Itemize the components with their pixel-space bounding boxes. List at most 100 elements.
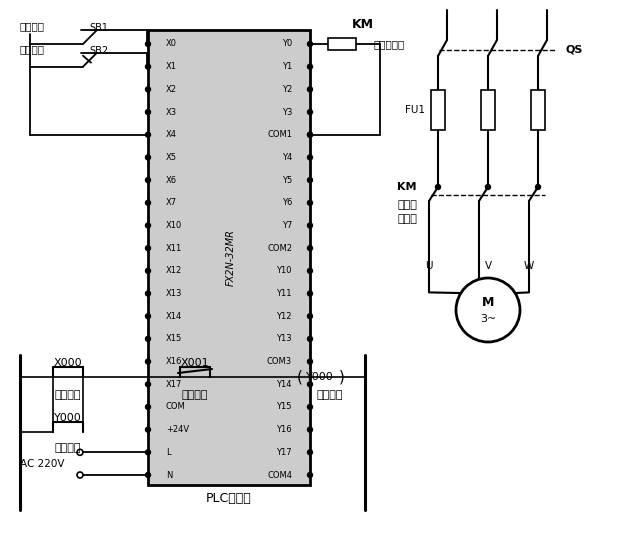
Bar <box>481 90 495 130</box>
Text: L: L <box>166 448 170 457</box>
Text: X11: X11 <box>166 244 182 253</box>
Text: X16: X16 <box>166 357 182 366</box>
Circle shape <box>145 450 150 455</box>
Text: (: ( <box>297 369 303 384</box>
Text: L2: L2 <box>490 0 504 2</box>
Circle shape <box>308 200 313 205</box>
Circle shape <box>145 359 150 364</box>
Text: Y7: Y7 <box>281 221 292 230</box>
Text: X1: X1 <box>166 62 177 71</box>
Circle shape <box>308 132 313 137</box>
Circle shape <box>145 178 150 183</box>
Circle shape <box>145 404 150 409</box>
Circle shape <box>145 336 150 341</box>
Text: SB2: SB2 <box>89 46 109 56</box>
Circle shape <box>308 450 313 455</box>
Text: COM: COM <box>166 402 186 411</box>
Circle shape <box>485 185 490 190</box>
Text: 接触器线圈: 接触器线圈 <box>374 39 405 49</box>
Text: Y12: Y12 <box>276 312 292 321</box>
Circle shape <box>308 314 313 319</box>
Circle shape <box>145 472 150 477</box>
Text: X000: X000 <box>54 358 82 368</box>
Text: Y10: Y10 <box>276 266 292 275</box>
Text: X14: X14 <box>166 312 182 321</box>
Text: X15: X15 <box>166 334 182 343</box>
Text: V: V <box>484 261 492 271</box>
Text: X001: X001 <box>181 358 209 368</box>
Circle shape <box>308 427 313 432</box>
Text: 输出线圈: 输出线圈 <box>317 390 343 400</box>
Text: AC 220V: AC 220V <box>20 458 64 469</box>
Bar <box>328 38 356 50</box>
Text: Y0: Y0 <box>282 39 292 49</box>
Text: X3: X3 <box>166 107 177 117</box>
Text: 3~: 3~ <box>480 314 496 324</box>
Circle shape <box>308 291 313 296</box>
Text: 自锁触点: 自锁触点 <box>55 443 81 453</box>
Circle shape <box>308 110 313 114</box>
Text: U: U <box>425 261 433 271</box>
Circle shape <box>308 155 313 160</box>
Circle shape <box>145 132 150 137</box>
Circle shape <box>145 155 150 160</box>
Text: COM1: COM1 <box>267 130 292 139</box>
Circle shape <box>145 382 150 387</box>
Text: SB1: SB1 <box>89 23 109 33</box>
Text: PLC接线图: PLC接线图 <box>206 492 252 505</box>
Text: X17: X17 <box>166 380 182 389</box>
Text: COM2: COM2 <box>267 244 292 253</box>
Circle shape <box>436 185 441 190</box>
Circle shape <box>308 178 313 183</box>
Text: KM: KM <box>352 17 374 30</box>
Text: ): ) <box>339 369 345 384</box>
Circle shape <box>308 87 313 92</box>
Text: W: W <box>524 261 534 271</box>
Text: COM3: COM3 <box>267 357 292 366</box>
Bar <box>431 90 445 130</box>
Circle shape <box>145 87 150 92</box>
Text: KM: KM <box>397 182 417 192</box>
Text: Y4: Y4 <box>282 153 292 162</box>
Circle shape <box>145 291 150 296</box>
Text: 起动触点: 起动触点 <box>55 390 81 400</box>
Text: M: M <box>482 295 494 308</box>
Circle shape <box>308 359 313 364</box>
Text: Y11: Y11 <box>276 289 292 298</box>
Circle shape <box>308 223 313 228</box>
Circle shape <box>308 336 313 341</box>
Circle shape <box>535 185 540 190</box>
Circle shape <box>308 472 313 477</box>
Circle shape <box>145 200 150 205</box>
Text: 停止按鈕: 停止按鈕 <box>20 44 45 53</box>
Text: Y13: Y13 <box>276 334 292 343</box>
Text: L3: L3 <box>540 0 554 2</box>
Text: QS: QS <box>565 45 582 55</box>
Circle shape <box>145 223 150 228</box>
Circle shape <box>308 382 313 387</box>
Text: Y14: Y14 <box>276 380 292 389</box>
Text: Y5: Y5 <box>282 176 292 185</box>
Text: N: N <box>166 470 172 480</box>
Text: X12: X12 <box>166 266 182 275</box>
Text: X6: X6 <box>166 176 177 185</box>
Text: 停止触点: 停止触点 <box>182 390 208 400</box>
Text: Y16: Y16 <box>276 425 292 434</box>
Circle shape <box>145 314 150 319</box>
Text: FU1: FU1 <box>405 105 425 115</box>
Text: Y000: Y000 <box>54 413 82 423</box>
Circle shape <box>145 110 150 114</box>
Circle shape <box>145 427 150 432</box>
Circle shape <box>308 132 313 137</box>
Circle shape <box>145 246 150 251</box>
Text: X10: X10 <box>166 221 182 230</box>
Text: X0: X0 <box>166 39 177 49</box>
Text: Y2: Y2 <box>282 85 292 94</box>
Text: COM4: COM4 <box>267 470 292 480</box>
Text: Y1: Y1 <box>282 62 292 71</box>
Text: Y000: Y000 <box>306 372 334 382</box>
Text: L1: L1 <box>440 0 454 2</box>
Text: X4: X4 <box>166 130 177 139</box>
Text: X7: X7 <box>166 198 177 207</box>
Text: X5: X5 <box>166 153 177 162</box>
